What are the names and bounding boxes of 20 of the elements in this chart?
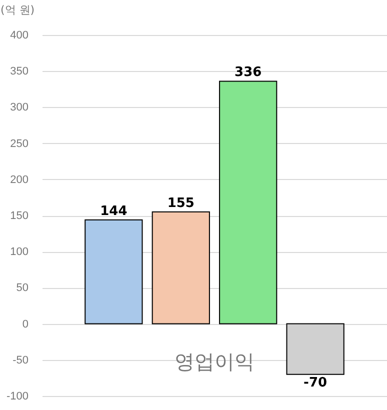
y-axis-title: (억 원) — [0, 4, 35, 16]
y-tick-label: -50 — [12, 354, 28, 366]
y-tick-label: 150 — [10, 210, 28, 222]
y-tick-label: 200 — [10, 174, 28, 186]
bar — [152, 211, 210, 324]
y-tick-label: 400 — [10, 30, 28, 42]
y-tick-label: 250 — [10, 138, 28, 150]
data-label: 144 — [100, 204, 128, 219]
y-tick-label: 50 — [16, 282, 28, 294]
data-label: -70 — [304, 375, 328, 390]
y-tick-label: -100 — [6, 390, 28, 402]
x-tick-label: 영업이익 — [174, 350, 254, 374]
y-tick-label: 350 — [10, 66, 28, 78]
y-tick-label: 300 — [10, 102, 28, 114]
data-label: 155 — [167, 196, 194, 211]
bar — [219, 80, 278, 324]
y-tick-label: 100 — [10, 246, 28, 258]
data-label: 336 — [234, 65, 262, 80]
bar — [84, 219, 143, 324]
y-tick-label: 0 — [22, 318, 28, 330]
